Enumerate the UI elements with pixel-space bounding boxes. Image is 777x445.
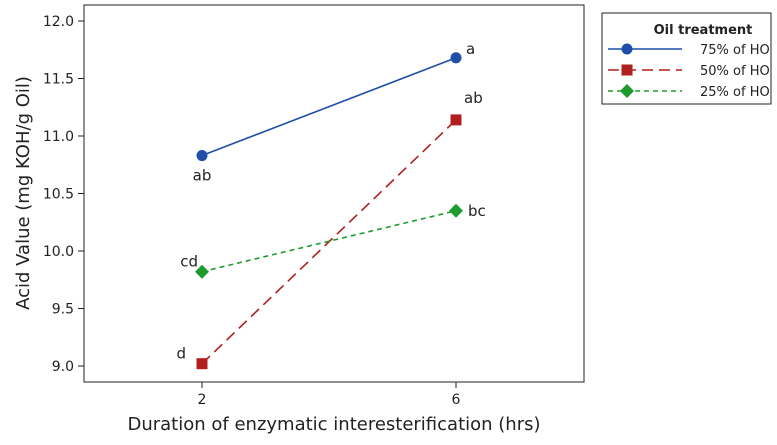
x-tick-label: 6	[452, 392, 461, 408]
y-tick-label: 10.5	[43, 187, 74, 203]
data-label: a	[466, 40, 475, 58]
data-point	[450, 114, 462, 126]
series-line	[201, 57, 457, 157]
legend-marker	[620, 84, 634, 98]
plot-frame	[83, 4, 585, 383]
y-tick-label: 9.5	[52, 302, 74, 318]
legend-entry: 25% of HO	[608, 84, 770, 100]
series-0: ab a	[193, 40, 476, 185]
y-tick-label: 11.0	[43, 129, 74, 145]
data-label: cd	[180, 253, 198, 271]
legend-marker	[621, 64, 633, 76]
legend: Oil treatment 75% of HO 50% of HO 25% of H…	[601, 12, 772, 105]
series-line	[201, 209, 457, 273]
x-tick-label: 2	[198, 392, 207, 408]
data-label: bc	[468, 202, 486, 220]
series-1: d ab	[176, 89, 483, 370]
legend-entry: 75% of HO	[608, 43, 770, 58]
data-label: ab	[193, 167, 212, 185]
x-axis-label: Duration of enzymatic interesterificatio…	[127, 414, 540, 435]
data-point	[449, 203, 463, 218]
legend-label: 75% of HO	[700, 43, 770, 58]
data-label: d	[176, 345, 186, 363]
y-axis: 9.0 9.5 10.0 10.5 11.0 11.5 12.0	[43, 14, 84, 375]
data-point	[196, 150, 208, 162]
legend-label: 50% of HO	[700, 64, 770, 79]
data-point	[195, 264, 209, 279]
legend-label: 25% of HO	[700, 85, 770, 100]
y-tick-label: 11.5	[43, 72, 74, 88]
data-label: ab	[464, 89, 483, 107]
legend-marker	[621, 43, 633, 55]
y-axis-label: Acid Value (mg KOH/g Oil)	[13, 76, 34, 310]
y-tick-label: 10.0	[43, 244, 74, 260]
y-tick-label: 9.0	[52, 359, 74, 375]
data-point	[196, 358, 208, 370]
series-2: cd bc	[180, 202, 486, 279]
legend-title: Oil treatment	[654, 23, 753, 38]
y-tick-label: 12.0	[43, 14, 74, 30]
data-point	[450, 52, 462, 64]
series-group: ab a d ab cd bc	[176, 40, 486, 370]
legend-entry: 50% of HO	[608, 64, 770, 79]
